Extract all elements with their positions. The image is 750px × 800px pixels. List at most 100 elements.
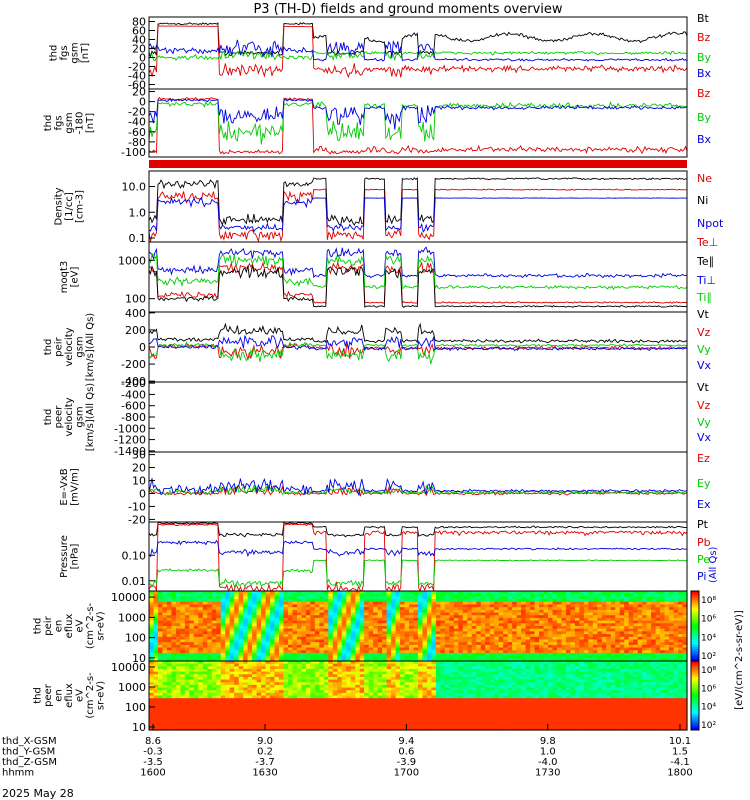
- peer_spec-cell: [229, 682, 235, 686]
- peir_spec-cell: [355, 644, 361, 649]
- peer_spec-cell: [189, 663, 195, 667]
- peer_spec-cell: [292, 703, 298, 707]
- peir_spec-cell: [512, 642, 518, 646]
- peir_spec-cell: [283, 644, 289, 649]
- peer_spec-cell: [364, 703, 370, 707]
- peir_spec-cell: [166, 644, 173, 649]
- peir_spec-cell: [171, 628, 177, 632]
- peir_spec-cell: [556, 617, 563, 622]
- peer_spec-cell: [328, 661, 334, 665]
- peir_spec-cell: [570, 596, 576, 600]
- peer_spec-cell: [180, 679, 186, 683]
- peir_spec-cell: [485, 628, 491, 632]
- peer_spec-cell: [332, 682, 338, 686]
- peir_spec-cell: [480, 636, 486, 641]
- peer_spec-cell: [305, 700, 311, 705]
- peir_spec-cell: [274, 650, 280, 654]
- peir_spec-cell: [332, 652, 338, 657]
- peir_spec-cell: [292, 599, 298, 603]
- peer_spec-cell: [270, 719, 276, 723]
- peir_spec-cell: [440, 596, 446, 600]
- peir_spec-cell: [516, 612, 522, 616]
- peer_spec-cell: [261, 663, 267, 667]
- peir_spec-cell: [588, 593, 594, 597]
- peir_spec-cell: [175, 612, 181, 616]
- peer_spec-cell: [418, 698, 424, 702]
- peir_spec-cell: [319, 634, 325, 638]
- peir_spec-cell: [669, 615, 675, 619]
- peir_spec-cell: [651, 609, 657, 614]
- peer_spec-cell: [207, 684, 213, 689]
- peir_spec-cell: [207, 631, 213, 635]
- peer_spec-cell: [247, 706, 253, 710]
- peer_spec-cell: [422, 727, 428, 731]
- peir_spec-cell: [153, 620, 159, 624]
- peir_spec-cell: [400, 599, 406, 603]
- peer_spec-cell: [256, 671, 262, 675]
- peer_spec-cell: [426, 690, 433, 694]
- peir_spec-cell: [601, 609, 607, 614]
- efield-ytick-label: 0: [139, 487, 146, 500]
- peir_spec-cell: [556, 658, 563, 662]
- peir_spec-cell: [637, 636, 643, 641]
- peer_spec-cell: [409, 661, 415, 665]
- peer_spec-cell: [274, 695, 280, 699]
- peir_spec-cell: [476, 634, 482, 638]
- peer_spec-cell: [157, 684, 164, 689]
- peir_spec-cell: [601, 644, 607, 649]
- peir_spec-cell: [449, 609, 455, 614]
- peer_spec-cell: [220, 716, 226, 720]
- peir_spec-cell: [503, 655, 509, 659]
- peer_spec-cell: [377, 661, 383, 665]
- peer_spec-cell: [166, 679, 173, 683]
- peir_spec-cell: [655, 655, 661, 659]
- peir_spec-cell: [332, 644, 338, 649]
- peir_spec-cell: [207, 639, 213, 643]
- peir_spec-cell: [534, 639, 540, 643]
- peir_spec-cell: [193, 599, 199, 603]
- peir_spec-cell: [332, 626, 338, 630]
- peir_spec-cell: [220, 596, 226, 600]
- peir_spec-cell: [440, 604, 446, 608]
- peer_spec-cell: [296, 714, 303, 718]
- peer_spec-cell: [207, 679, 213, 683]
- peir_spec-cell: [162, 593, 168, 597]
- peer_spec-cell: [404, 695, 410, 699]
- peer_spec-cell: [364, 706, 370, 710]
- peir_spec-cell: [449, 599, 455, 603]
- peir_spec-cell: [552, 631, 558, 635]
- peer_spec-cell: [341, 714, 347, 718]
- peir_spec-cell: [355, 658, 361, 662]
- peer_spec-cell: [149, 698, 155, 702]
- peir_spec-cell: [283, 628, 289, 632]
- peer_spec-cell: [211, 668, 217, 673]
- peer_spec-cell: [395, 708, 401, 713]
- peir_spec-cell: [548, 593, 554, 597]
- peer_spec-cell: [355, 714, 361, 718]
- peer_spec-cell: [287, 719, 294, 723]
- peer_spec-cell: [175, 682, 181, 686]
- peir_spec-cell: [597, 596, 603, 600]
- peer_spec-cell: [391, 706, 397, 710]
- peir_spec-cell: [350, 617, 356, 622]
- peer_spec-cell: [166, 698, 173, 702]
- peir_spec-cell: [543, 604, 549, 608]
- peer_spec-cell: [350, 684, 356, 689]
- peer_spec-cell: [314, 690, 320, 694]
- peir_spec-cell: [323, 636, 329, 641]
- peir_spec-cell: [243, 652, 249, 657]
- peir_spec-cell: [283, 617, 289, 622]
- peir_spec-cell: [660, 655, 666, 659]
- peir_spec-cell: [633, 620, 639, 624]
- peir_spec-cell: [404, 644, 410, 649]
- peir_spec-cell: [400, 591, 406, 595]
- peir_spec-cell: [157, 599, 164, 603]
- peir_spec-cell: [660, 596, 666, 600]
- peir_spec-cell: [395, 655, 401, 659]
- peir_spec-cell: [270, 591, 276, 595]
- peir_spec-cell: [512, 604, 518, 608]
- peir_spec-cell: [610, 634, 616, 638]
- peir_spec-cell: [561, 596, 567, 600]
